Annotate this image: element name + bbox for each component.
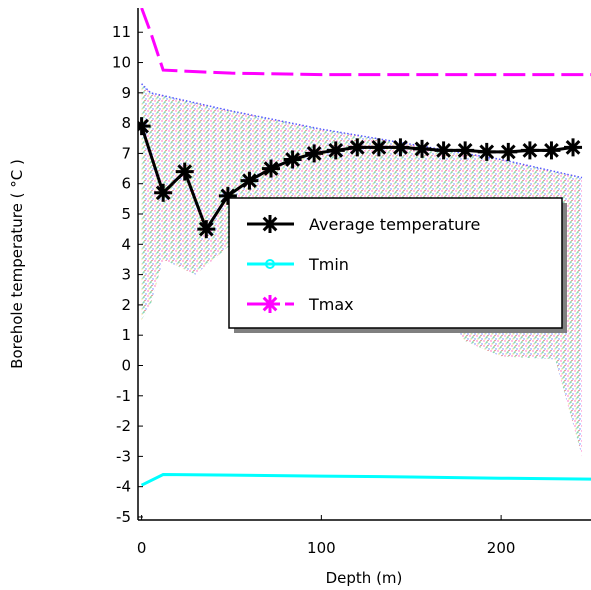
legend-label-0: Average temperature: [309, 215, 480, 234]
avg-temp-point-2: [175, 162, 194, 181]
y-tick-label-2: 2: [121, 296, 131, 314]
legend: Average temperature Tmin Tmax: [228, 197, 567, 333]
avg-temp-point-7: [283, 150, 302, 169]
y-tick-label--4: -4: [116, 478, 131, 496]
series-2-line: [140, 8, 591, 77]
avg-temp-point-1: [154, 183, 173, 202]
avg-temp-point-8: [305, 144, 324, 163]
y-axis-label: Borehole temperature ( °C ): [8, 159, 26, 369]
avg-temp-point-20: [564, 138, 583, 157]
axes: -5 -4 -3 -2 -1 0 1 2 3 4 5 6 7 8 9 10 11 0 100 200: [112, 8, 591, 557]
avg-temp-point-6: [262, 159, 281, 178]
y-tick-label--3: -3: [116, 447, 131, 465]
y-tick-label-0: 0: [121, 356, 131, 374]
avg-temp-point-17: [499, 142, 518, 161]
avg-temp-point-13: [413, 139, 432, 158]
y-tick-label-6: 6: [121, 175, 131, 193]
y-tick-label-3: 3: [121, 266, 131, 284]
avg-temp-point-16: [477, 142, 496, 161]
avg-temp-point-5: [240, 171, 259, 190]
avg-temp-point-12: [391, 138, 410, 157]
avg-temp-point-14: [434, 141, 453, 160]
avg-temp-point-0: [138, 117, 151, 136]
avg-temp-point-19: [542, 141, 561, 160]
y-tick-label-1: 1: [121, 326, 131, 344]
y-tick-label-7: 7: [121, 144, 131, 162]
avg-temp-point-11: [369, 138, 388, 157]
x-axis-label: Depth (m): [326, 569, 403, 587]
legend-marker-2: [261, 295, 279, 313]
legend-marker-0: [261, 215, 279, 233]
avg-temp-point-9: [326, 141, 345, 160]
y-tick-label-8: 8: [121, 114, 131, 132]
y-tick-label-4: 4: [121, 235, 131, 253]
legend-label-2: Tmax: [308, 295, 354, 314]
y-tick-label--5: -5: [116, 508, 131, 526]
x-tick-label-0: 0: [137, 539, 147, 557]
series-1-line: [140, 473, 591, 487]
x-tick-label-200: 200: [487, 539, 516, 557]
y-tick-label-9: 9: [121, 84, 131, 102]
y-tick-label--1: -1: [116, 387, 131, 405]
y-tick-label-5: 5: [121, 205, 131, 223]
avg-temp-point-3: [197, 220, 216, 239]
legend-label-1: Tmin: [308, 255, 349, 274]
y-tick-label--2: -2: [116, 417, 131, 435]
y-tick-label-10: 10: [112, 54, 131, 72]
avg-temp-point-10: [348, 138, 367, 157]
x-tick-label-100: 100: [307, 539, 336, 557]
avg-temp-point-18: [520, 141, 539, 160]
legend-marker-1: [265, 259, 275, 269]
avg-temp-point-15: [456, 141, 475, 160]
series-layer: [138, 8, 591, 487]
y-tick-label-11: 11: [112, 23, 131, 41]
